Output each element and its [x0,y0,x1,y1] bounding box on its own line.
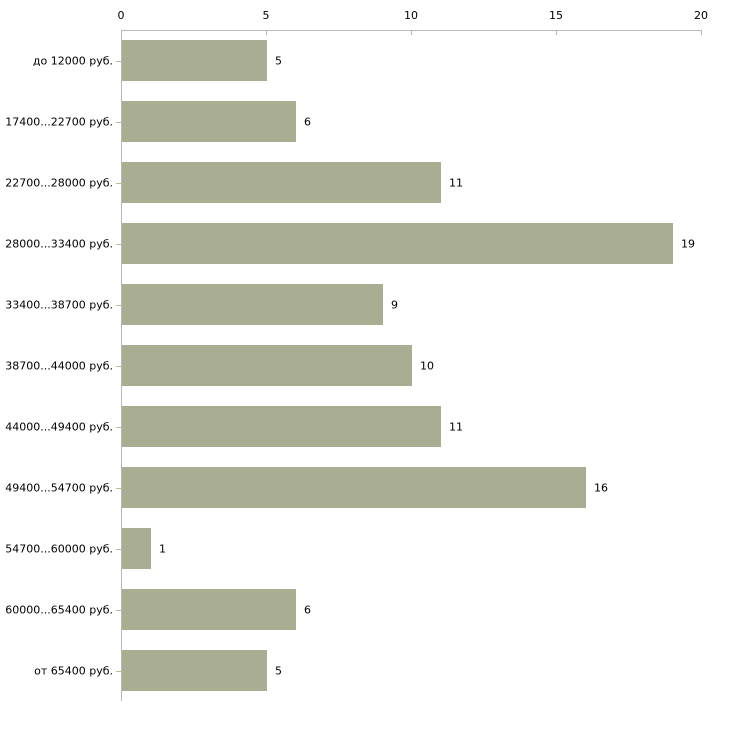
category-tick-mark [116,487,121,489]
category-label: 44000...49400 руб. [5,420,113,433]
bar [122,406,441,447]
category-label: 17400...22700 руб. [5,115,113,128]
value-label: 5 [275,54,282,67]
bar [122,345,412,386]
x-tick-label: 10 [404,9,418,22]
value-label: 19 [681,237,695,250]
category-label: 49400...54700 руб. [5,481,113,494]
category-tick-mark [116,609,121,611]
category-label: 60000...65400 руб. [5,603,113,616]
category-tick-mark [116,60,121,62]
x-tick-label: 20 [694,9,708,22]
value-label: 1 [159,542,166,555]
bar [122,223,673,264]
bar [122,650,267,691]
bar [122,40,267,81]
category-tick-mark [116,365,121,367]
value-label: 16 [594,481,608,494]
category-label: 33400...38700 руб. [5,298,113,311]
category-label: до 12000 руб. [32,54,113,67]
category-tick-mark [116,182,121,184]
bar [122,528,151,569]
category-tick-mark [116,670,121,672]
bar [122,162,441,203]
x-tick-mark [266,30,267,35]
category-tick-mark [116,304,121,306]
x-tick-mark [411,30,412,35]
x-tick-mark [556,30,557,35]
bar [122,101,296,142]
bar [122,589,296,630]
category-label: 38700...44000 руб. [5,359,113,372]
bar [122,467,586,508]
category-tick-mark [116,121,121,123]
value-label: 6 [304,603,311,616]
x-tick-label: 15 [549,9,563,22]
value-label: 11 [449,420,463,433]
category-tick-mark [116,548,121,550]
value-label: 6 [304,115,311,128]
category-label: 54700...60000 руб. [5,542,113,555]
value-label: 9 [391,298,398,311]
category-tick-mark [116,426,121,428]
bar [122,284,383,325]
x-tick-mark [121,30,122,35]
x-tick-mark [701,30,702,35]
category-tick-mark [116,243,121,245]
category-label: 22700...28000 руб. [5,176,113,189]
category-label: от 65400 руб. [34,664,113,677]
category-label: 28000...33400 руб. [5,237,113,250]
x-tick-label: 0 [117,9,125,22]
value-label: 5 [275,664,282,677]
y-axis-line [121,30,122,701]
value-label: 11 [449,176,463,189]
value-label: 10 [420,359,434,372]
x-tick-label: 5 [262,9,270,22]
